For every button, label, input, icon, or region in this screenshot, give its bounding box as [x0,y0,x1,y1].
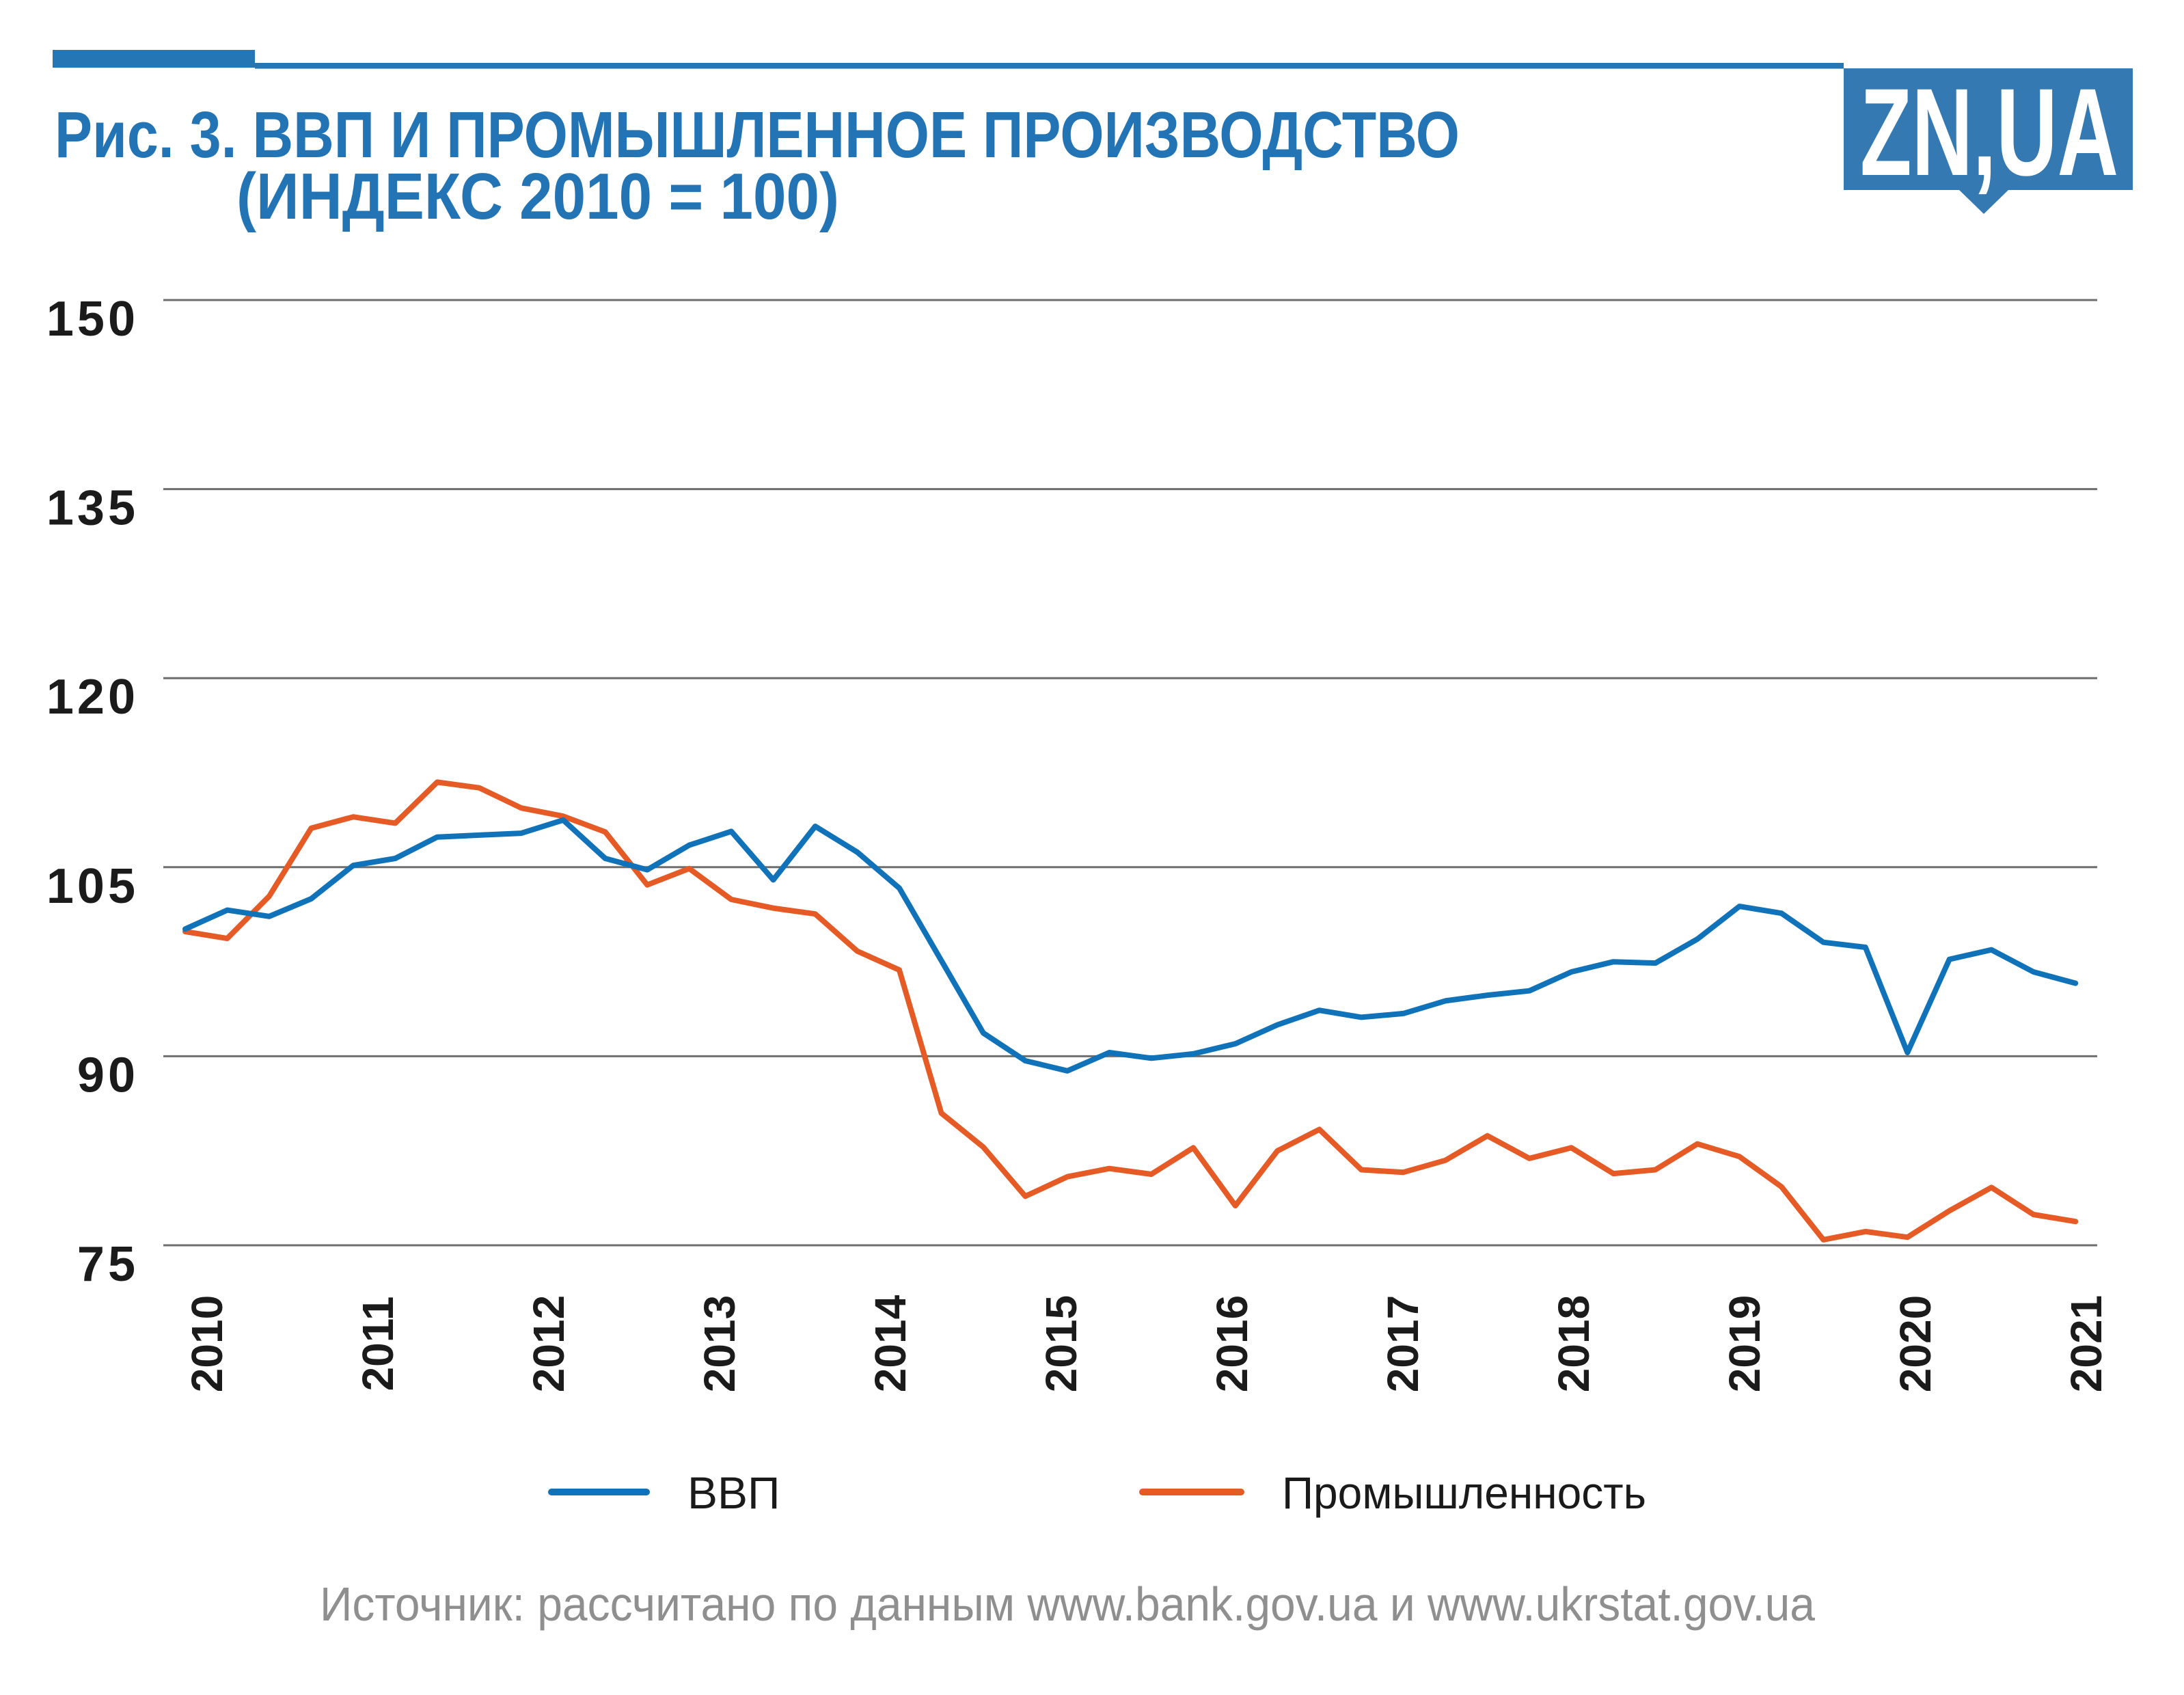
svg-text:2012: 2012 [524,1295,573,1392]
svg-text:2010: 2010 [182,1295,232,1392]
svg-text:2011: 2011 [353,1297,402,1392]
svg-text:90: 90 [77,1048,139,1102]
svg-text:Рис. 3. ВВП И ПРОМЫШЛЕННОЕ ПРО: Рис. 3. ВВП И ПРОМЫШЛЕННОЕ ПРОИЗВОДСТВО [55,98,1460,172]
svg-text:2017: 2017 [1378,1295,1428,1392]
svg-text:2015: 2015 [1037,1295,1086,1392]
svg-text:2013: 2013 [695,1295,744,1392]
svg-text:2018: 2018 [1549,1295,1598,1392]
svg-text:2020: 2020 [1891,1295,1940,1392]
svg-text:2016: 2016 [1207,1295,1257,1392]
svg-text:2021: 2021 [2062,1295,2111,1392]
svg-text:ВВП: ВВП [687,1467,780,1518]
svg-text:2014: 2014 [866,1294,915,1392]
svg-text:Источник: рассчитано по данным: Источник: рассчитано по данным www.bank.… [320,1577,1815,1631]
svg-text:75: 75 [77,1237,139,1292]
svg-text:Промышленность: Промышленность [1282,1467,1646,1518]
svg-text:150: 150 [46,292,139,347]
svg-text:135: 135 [46,481,139,536]
svg-text:2019: 2019 [1720,1295,1769,1392]
svg-text:(ИНДЕКС 2010 = 100): (ИНДЕКС 2010 = 100) [236,160,839,233]
svg-text:ZN,UA: ZN,UA [1860,62,2118,202]
svg-text:120: 120 [46,670,139,724]
svg-text:105: 105 [46,859,139,914]
